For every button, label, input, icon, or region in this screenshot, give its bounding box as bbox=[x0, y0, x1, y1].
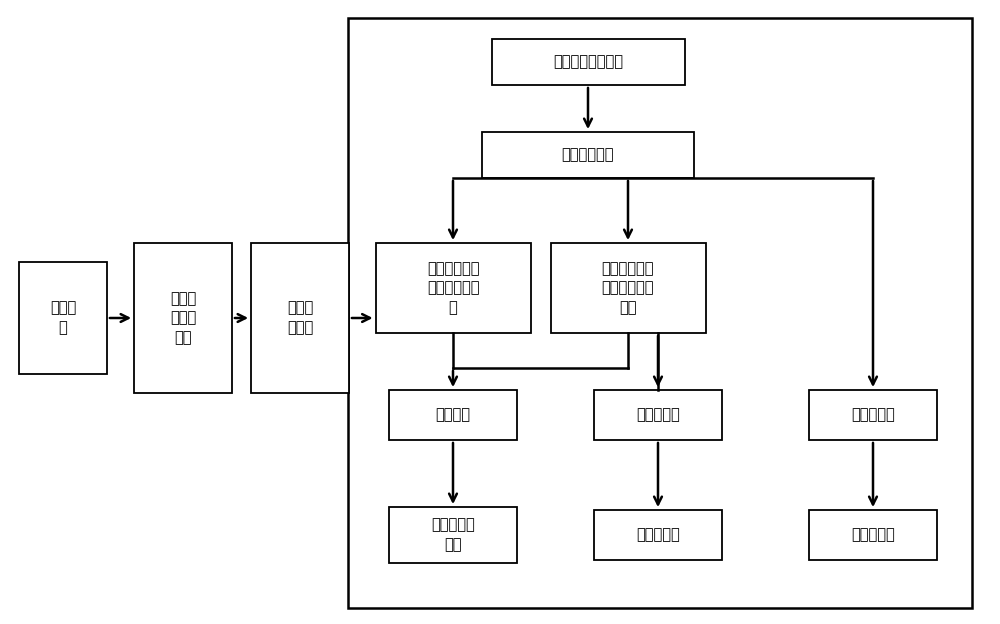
Text: 转速信号滤波: 转速信号滤波 bbox=[562, 147, 614, 162]
Bar bbox=[389, 507, 517, 563]
Bar bbox=[348, 18, 972, 608]
Text: 脉冲计数器: 脉冲计数器 bbox=[636, 407, 680, 422]
Bar bbox=[492, 39, 684, 85]
Bar bbox=[134, 243, 232, 393]
Text: 频率可
设置分
频器: 频率可 设置分 频器 bbox=[170, 291, 196, 345]
Text: 定时间内完整
周期时间长度
检测: 定时间内完整 周期时间长度 检测 bbox=[602, 261, 654, 315]
Text: 单周期检测: 单周期检测 bbox=[851, 407, 895, 422]
Bar bbox=[594, 510, 722, 560]
Text: 周期法转速: 周期法转速 bbox=[851, 527, 895, 542]
Text: 高频时
钟: 高频时 钟 bbox=[50, 301, 76, 336]
Bar bbox=[550, 243, 706, 333]
Bar bbox=[594, 390, 722, 440]
Text: 平均周期法
车速: 平均周期法 车速 bbox=[431, 517, 475, 552]
Bar bbox=[389, 390, 517, 440]
Bar bbox=[19, 262, 107, 374]
Text: 外部转速脉冲输入: 外部转速脉冲输入 bbox=[553, 54, 623, 69]
Bar bbox=[809, 390, 937, 440]
Text: 转速滤
波基频: 转速滤 波基频 bbox=[287, 301, 313, 336]
Bar bbox=[809, 510, 937, 560]
Text: 定时间内完整
周期个数计数
器: 定时间内完整 周期个数计数 器 bbox=[427, 261, 479, 315]
Bar bbox=[251, 243, 349, 393]
Text: 计数法转速: 计数法转速 bbox=[636, 527, 680, 542]
Text: 平均周期: 平均周期 bbox=[436, 407, 471, 422]
Bar bbox=[376, 243, 530, 333]
Bar bbox=[482, 132, 694, 178]
